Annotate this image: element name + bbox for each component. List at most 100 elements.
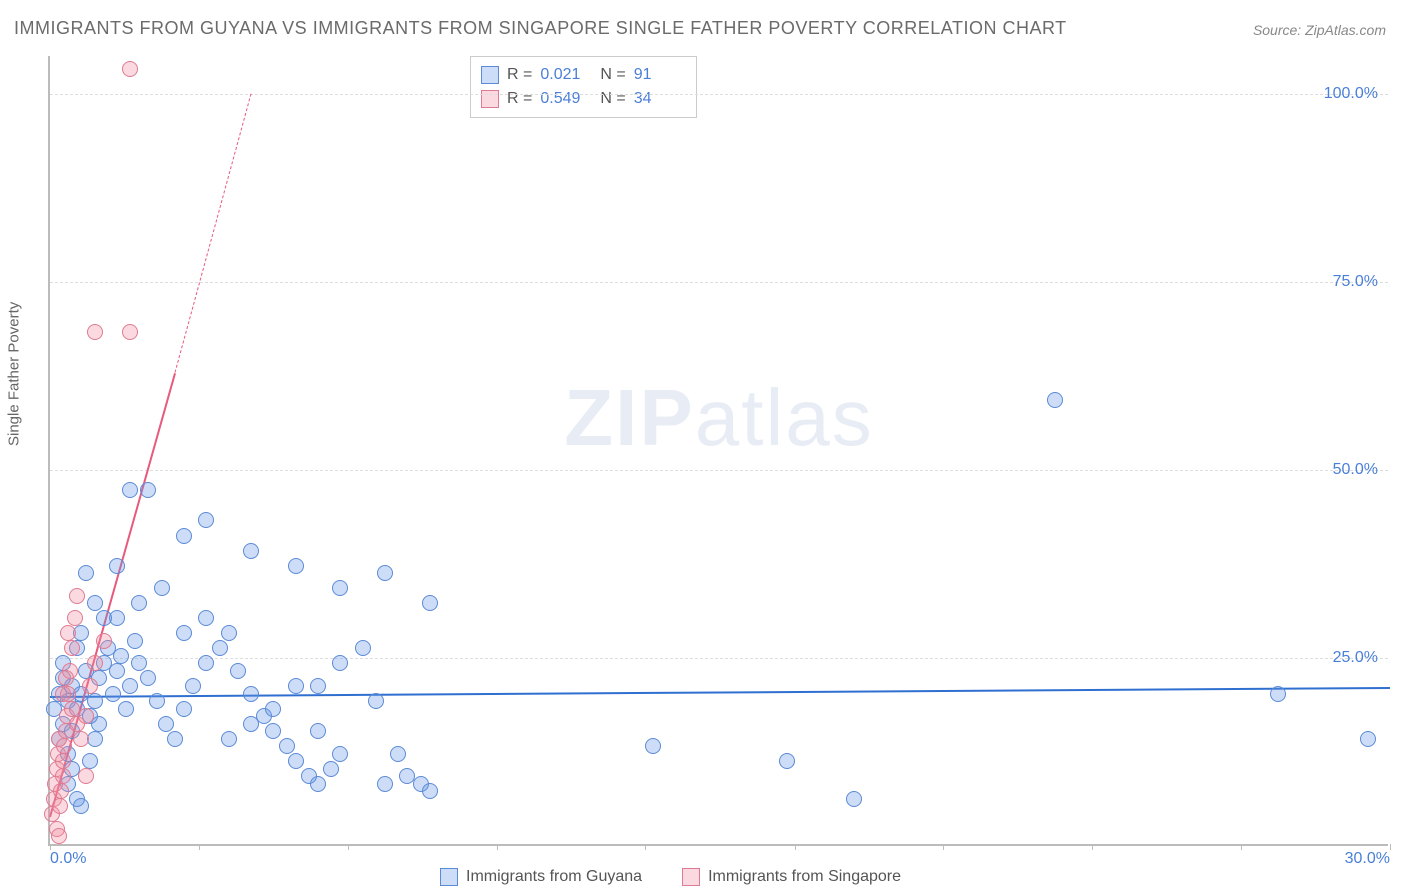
data-point: [87, 655, 103, 671]
legend-swatch: [481, 66, 499, 84]
data-point: [122, 678, 138, 694]
data-point: [176, 625, 192, 641]
data-point: [1047, 392, 1063, 408]
data-point: [1360, 731, 1376, 747]
data-point: [243, 716, 259, 732]
data-point: [265, 701, 281, 717]
x-tick-mark: [348, 844, 349, 850]
legend-swatch: [682, 868, 700, 886]
data-point: [58, 670, 74, 686]
y-axis-label: Single Father Poverty: [6, 302, 23, 446]
data-point: [69, 588, 85, 604]
data-point: [105, 686, 121, 702]
data-point: [73, 798, 89, 814]
series-legend: Immigrants from Guyana Immigrants from Si…: [440, 868, 901, 886]
data-point: [846, 791, 862, 807]
x-tick-mark: [1092, 844, 1093, 850]
x-tick-mark: [943, 844, 944, 850]
data-point: [158, 716, 174, 732]
x-tick-mark: [645, 844, 646, 850]
data-point: [390, 746, 406, 762]
source-attribution: Source: ZipAtlas.com: [1253, 22, 1386, 38]
data-point: [131, 595, 147, 611]
data-point: [154, 580, 170, 596]
legend-n-label: N =: [600, 66, 625, 84]
data-point: [87, 324, 103, 340]
gridline: [50, 282, 1388, 283]
chart-title: IMMIGRANTS FROM GUYANA VS IMMIGRANTS FRO…: [14, 18, 1067, 39]
x-tick-mark: [1241, 844, 1242, 850]
x-tick-mark: [795, 844, 796, 850]
data-point: [55, 768, 71, 784]
data-point: [87, 693, 103, 709]
data-point: [230, 663, 246, 679]
x-tick-mark: [199, 844, 200, 850]
data-point: [64, 640, 80, 656]
data-point: [122, 482, 138, 498]
x-tick-mark: [497, 844, 498, 850]
data-point: [118, 701, 134, 717]
data-point: [377, 565, 393, 581]
data-point: [221, 731, 237, 747]
data-point: [60, 625, 76, 641]
data-point: [198, 655, 214, 671]
data-point: [55, 753, 71, 769]
data-point: [109, 663, 125, 679]
data-point: [265, 723, 281, 739]
data-point: [310, 723, 326, 739]
data-point: [67, 610, 83, 626]
data-point: [78, 565, 94, 581]
series-name: Immigrants from Guyana: [466, 868, 642, 886]
data-point: [127, 633, 143, 649]
legend-row: R =0.021N =91: [481, 63, 686, 87]
data-point: [368, 693, 384, 709]
data-point: [55, 686, 71, 702]
legend-swatch: [440, 868, 458, 886]
data-point: [185, 678, 201, 694]
data-point: [355, 640, 371, 656]
data-point: [332, 746, 348, 762]
data-point: [288, 678, 304, 694]
data-point: [53, 783, 69, 799]
data-point: [52, 798, 68, 814]
data-point: [243, 543, 259, 559]
data-point: [87, 595, 103, 611]
data-point: [198, 512, 214, 528]
data-point: [91, 716, 107, 732]
x-tick-label: 30.0%: [1345, 850, 1390, 868]
data-point: [140, 482, 156, 498]
data-point: [176, 701, 192, 717]
data-point: [422, 783, 438, 799]
data-point: [122, 61, 138, 77]
legend-n-value: 91: [634, 66, 686, 84]
legend-r-value: 0.021: [540, 66, 592, 84]
data-point: [109, 558, 125, 574]
data-point: [310, 776, 326, 792]
data-point: [1270, 686, 1286, 702]
y-tick-label: 25.0%: [1333, 649, 1378, 667]
trend-line-extrapolated: [175, 94, 252, 373]
data-point: [78, 708, 94, 724]
data-point: [78, 768, 94, 784]
data-point: [176, 528, 192, 544]
data-point: [113, 648, 129, 664]
data-point: [140, 670, 156, 686]
data-point: [221, 625, 237, 641]
data-point: [645, 738, 661, 754]
gridline: [50, 470, 1388, 471]
watermark: ZIPatlas: [564, 372, 873, 464]
gridline: [50, 658, 1388, 659]
data-point: [212, 640, 228, 656]
data-point: [149, 693, 165, 709]
data-point: [377, 776, 393, 792]
data-point: [288, 753, 304, 769]
data-point: [323, 761, 339, 777]
data-point: [82, 678, 98, 694]
y-tick-label: 50.0%: [1333, 461, 1378, 479]
data-point: [131, 655, 147, 671]
series-legend-item: Immigrants from Guyana: [440, 868, 642, 886]
plot-area: ZIPatlas R =0.021N =91R =0.549N =34 25.0…: [48, 56, 1388, 846]
series-legend-item: Immigrants from Singapore: [682, 868, 901, 886]
data-point: [332, 580, 348, 596]
data-point: [122, 324, 138, 340]
